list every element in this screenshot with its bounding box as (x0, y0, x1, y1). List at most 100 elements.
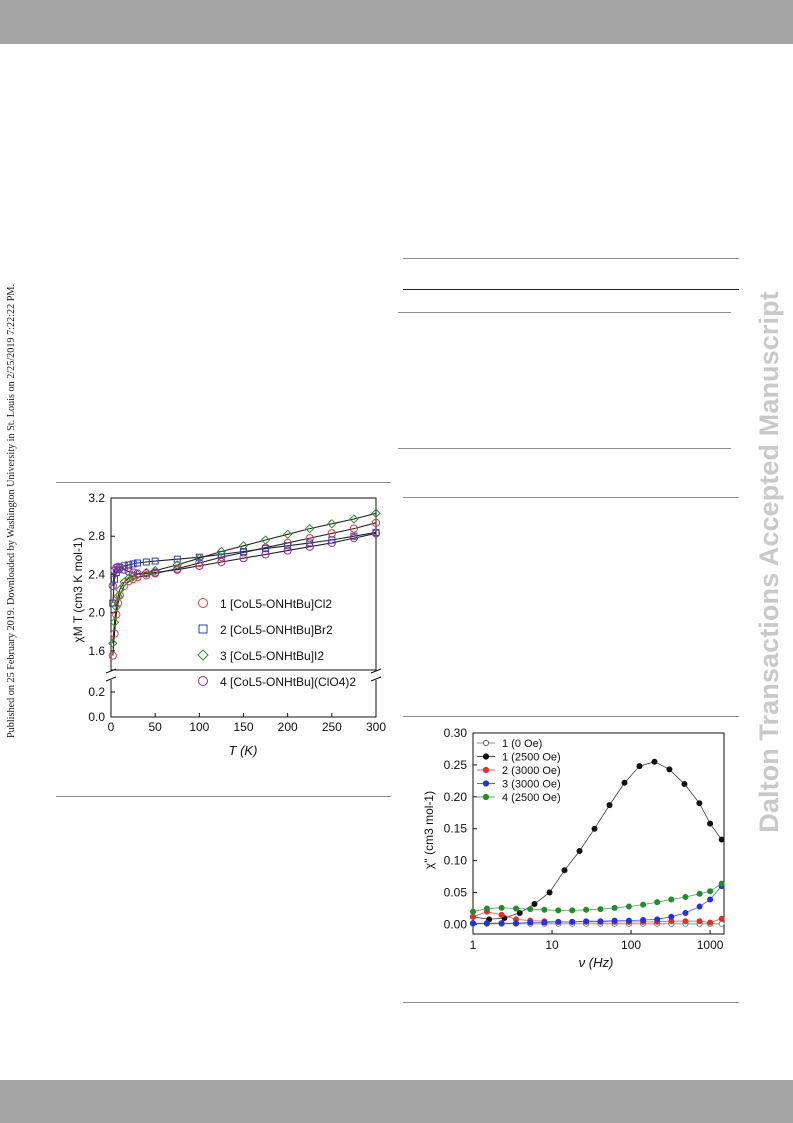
chart1-y-tick-label: 0.0 (88, 710, 105, 724)
chart2-x-tick-label: 10 (545, 938, 559, 952)
chart2-point (555, 918, 562, 925)
chart1-point (306, 539, 314, 547)
chart1-point (262, 545, 270, 553)
table-rule-4 (398, 448, 731, 449)
chart1-y-tick-label: 3.2 (88, 491, 105, 505)
chart1-legend-marker (198, 624, 208, 634)
chart1-point (371, 518, 381, 527)
chart1-point (109, 617, 120, 627)
chart1-break-left (105, 668, 117, 682)
chart2-y-tick-label: 0.00 (444, 917, 468, 931)
chart2-point (569, 918, 576, 925)
chart1-point (327, 538, 336, 548)
chart1-x-tick-label: 100 (189, 720, 209, 734)
chart1-point (349, 534, 359, 543)
chart2-point (469, 920, 476, 927)
chart2-point (682, 918, 689, 925)
chart1-point (305, 542, 314, 551)
chart2-point (668, 896, 675, 903)
chart1-legend-marker (198, 676, 208, 686)
chart1-point (217, 557, 226, 567)
chart1-point (216, 546, 227, 557)
chart2-point (555, 907, 562, 914)
chart2-point (621, 779, 628, 786)
chart2-point (668, 913, 675, 920)
chart2-point (512, 920, 519, 927)
chart2-y-tick-label: 0.25 (444, 758, 468, 772)
chart1-point (282, 529, 293, 540)
chart2-frame (472, 732, 725, 935)
chart2-y-tick-label: 0.15 (444, 822, 468, 836)
chart2-legend-label: 3 (3000 Oe) (502, 779, 561, 791)
chart2-point (718, 880, 725, 887)
chart1-point (120, 565, 129, 574)
chart2-point (611, 904, 618, 911)
chart1-point (172, 560, 182, 570)
chart2-x-tick-label: 1 (470, 938, 477, 952)
chart1-point (217, 550, 225, 558)
chart2-point (718, 836, 725, 843)
chart1-legend-label: 3 [CoL5-ONHtBu]I2 (220, 649, 324, 663)
section-rule-1 (403, 497, 739, 498)
header-band (0, 0, 793, 44)
chart1-point (115, 585, 125, 595)
chart2-point (569, 907, 576, 914)
chart1-point (284, 542, 292, 550)
chart1-point (260, 535, 271, 545)
chart1-x-tick-label: 0 (108, 720, 115, 734)
chart2-legend-marker (482, 753, 490, 760)
chart2-point (707, 888, 714, 895)
chart2-legend-label: 2 (3000 Oe) (502, 765, 561, 777)
chart1-point (173, 555, 181, 563)
chart1-y-tick-label: 0.2 (88, 685, 105, 699)
table-rule-1 (403, 258, 739, 259)
chart1-point (371, 529, 381, 538)
chart1-point (108, 638, 118, 648)
section-rule-3 (403, 1002, 739, 1003)
chart1-point (305, 534, 314, 543)
section-rule-2 (403, 716, 739, 717)
chart2-point (640, 916, 647, 923)
chart2-legend-marker (482, 766, 490, 774)
chart2-legend-marker (482, 739, 490, 747)
footer-band (0, 1080, 793, 1123)
chart2-point (696, 903, 703, 910)
chart1-point (283, 546, 292, 555)
chart1-fit-line (112, 522, 377, 656)
figure-rule-bottom (56, 796, 391, 797)
chart2-point (606, 802, 613, 809)
chart2-y-tick-label: 0.30 (444, 726, 468, 740)
chart1-y-label: χM T (cm3 K mol-1) (71, 537, 85, 642)
chart2-point (498, 920, 505, 927)
chart2-y-label: χ'' (cm3 mol-1) (422, 791, 436, 869)
chart2-point (696, 918, 703, 925)
chart2-point (561, 867, 568, 874)
chart2-point (546, 889, 553, 896)
chart2-point (611, 917, 618, 924)
chart1-legend-marker (198, 598, 208, 608)
chart2-point (483, 920, 490, 927)
chart2-point (541, 906, 548, 913)
chart1-point (217, 553, 226, 562)
chart2-point (597, 906, 604, 913)
chart1-point (129, 560, 137, 568)
chart2-point (625, 917, 632, 924)
chart2-x-tick-label: 1000 (697, 938, 724, 952)
chart2-point (531, 901, 538, 908)
chart1-y-tick-label: 2.4 (88, 567, 105, 581)
chart1-break-right (370, 668, 382, 682)
chart2-point (625, 903, 632, 910)
chart2-legend-marker (482, 793, 490, 801)
chart1-legend-label: 2 [CoL5-ONHtBu]Br2 (220, 623, 333, 637)
chart1-point (112, 563, 121, 572)
chart1-point (173, 565, 182, 574)
chart2-point (666, 766, 673, 773)
chart2-point (516, 909, 523, 916)
chart1-point (133, 573, 142, 582)
table-rule-2 (403, 289, 739, 290)
chart1-point (108, 581, 117, 591)
chart1-x-tick-label: 150 (233, 720, 253, 734)
chart1-legend-label: 4 [CoL5-ONHtBu](ClO4)2 (220, 675, 356, 689)
chart2-point (640, 901, 647, 908)
